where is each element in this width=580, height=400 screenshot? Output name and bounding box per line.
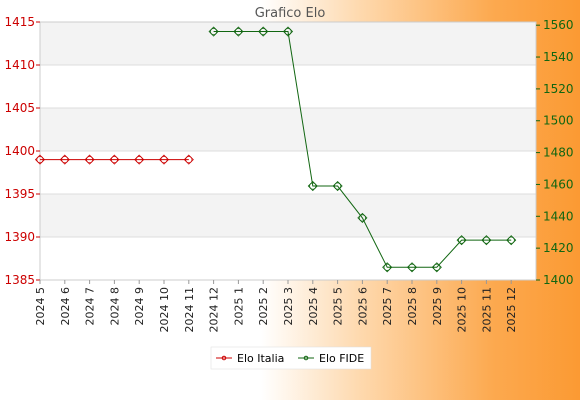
x-tick-label: 2024 9 [133,287,146,326]
y-left-tick-label: 1395 [4,187,35,201]
data-point-ring-elo-fide [482,236,490,244]
y-right-tick-label: 1480 [543,146,574,160]
x-tick-label: 2024 12 [208,287,221,333]
y-right-tick-label: 1420 [543,241,574,255]
x-tick-label: 2025 8 [406,287,419,326]
x-tick-label: 2025 5 [332,287,345,326]
data-point-ring-elo-fide [408,263,416,271]
y-right-tick-label: 1560 [543,18,574,32]
x-tick-label: 2025 12 [505,287,518,333]
x-tick-label: 2025 4 [307,287,320,326]
data-point-ring-elo-fide [210,27,218,36]
grid-bands [40,21,536,281]
data-point-ring-elo-fide [284,27,292,36]
y-right-tick-label: 1540 [543,50,574,64]
series-layer [34,26,517,273]
legend-marker-elo-italia [221,355,227,361]
y-left-tick-label: 1410 [4,58,35,72]
data-point-ring-elo-italia [110,156,119,164]
x-tick-label: 2024 5 [34,287,47,326]
data-point-ring-elo-fide [333,182,342,190]
grid-band [40,194,536,237]
x-tick-label: 2024 11 [183,287,196,333]
grid-band [40,65,536,108]
data-point-ring-elo-fide [234,27,242,36]
data-point-ring-elo-fide [309,182,317,190]
data-point-ring-elo-italia [61,156,69,164]
x-tick-label: 2025 3 [282,287,295,326]
grid-band [40,237,536,280]
legend-label-elo-fide: Elo FIDE [319,352,364,365]
x-tick-label: 2024 6 [59,287,72,326]
x-tick-label: 2024 7 [84,287,97,326]
x-tick-label: 2024 10 [158,287,171,333]
grid-band [40,108,536,151]
legend-label-elo-italia: Elo Italia [237,352,284,365]
x-tick-label: 2025 7 [381,287,394,326]
x-tick-label: 2025 11 [480,287,493,333]
y-right-tick-label: 1500 [543,114,574,128]
y-left-tick-label: 1390 [4,230,35,244]
x-tick-label: 2025 10 [456,287,469,333]
chart-title: Grafico Elo [255,6,326,21]
x-tick-label: 2025 6 [356,287,369,326]
y-left-ticks: 1385 1390 1395 1400 1405 1410 1415 [4,15,40,287]
data-point-ring-elo-italia [185,156,193,164]
x-ticks: 2024 5 2024 6 2024 7 2024 8 2024 9 2024 10 202… [34,280,518,333]
y-right-tick-label: 1440 [543,209,574,223]
x-tick-label: 2024 8 [108,287,121,326]
x-tick-label: 2025 9 [431,287,444,326]
data-point-ring-elo-italia [86,156,94,164]
legend-marker-elo-fide [303,355,309,361]
grid-band [40,151,536,194]
y-right-ticks: 1400 1420 1440 1460 1480 1500 1520 1540 1560 [536,18,574,287]
data-point-ring-elo-fide [507,236,515,244]
y-left-tick-label: 1415 [4,15,35,29]
y-left-tick-label: 1405 [4,101,35,115]
y-right-tick-label: 1400 [543,273,574,287]
data-point-ring-elo-italia [160,156,168,164]
legend-box [210,346,372,370]
y-left-tick-label: 1400 [4,144,35,158]
data-point-ring-elo-fide [457,236,466,244]
data-point-ring-elo-fide [383,263,391,271]
data-point-ring-elo-fide [433,263,441,271]
data-point-ring-elo-italia [135,156,143,164]
data-point-ring-elo-italia [36,156,44,164]
data-point-ring-elo-fide [358,214,366,222]
x-tick-label: 2025 2 [257,287,270,326]
series-line-elo-fide [213,31,512,268]
data-point-ring-elo-fide [259,27,267,36]
y-right-tick-label: 1460 [543,177,574,191]
y-left-tick-label: 1385 [4,273,35,287]
legend: Elo Italia Elo FIDE [210,346,372,370]
grid-band [40,22,536,65]
x-tick-label: 2025 1 [232,287,245,326]
y-right-tick-label: 1520 [543,82,574,96]
